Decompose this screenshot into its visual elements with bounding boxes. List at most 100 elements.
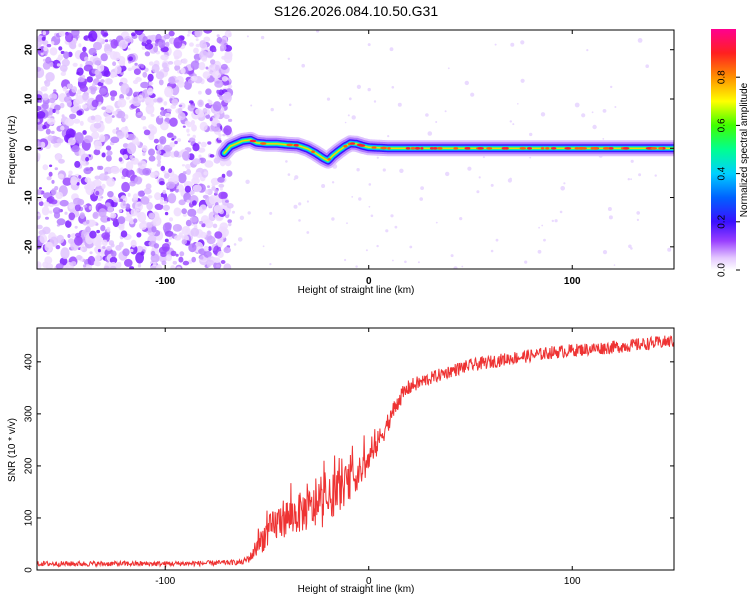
noise-blob xyxy=(80,247,84,251)
noise-blob xyxy=(212,223,218,229)
noise-blob xyxy=(106,177,116,187)
noise-blob xyxy=(153,98,158,103)
noise-blob xyxy=(205,112,209,116)
snr-frame xyxy=(36,327,675,571)
noise-blob xyxy=(164,211,169,216)
noise-blob xyxy=(163,170,167,174)
noise-blob xyxy=(154,203,164,210)
noise-blob xyxy=(125,96,130,100)
noise-blob xyxy=(167,193,177,204)
noise-blob xyxy=(173,150,180,158)
noise-blob xyxy=(91,131,100,140)
noise-blob xyxy=(87,255,96,266)
noise-blob xyxy=(40,86,48,92)
noise-dot xyxy=(269,211,273,215)
noise-dot xyxy=(326,97,331,101)
noise-blob xyxy=(107,191,114,198)
noise-blob xyxy=(95,254,101,262)
noise-blob xyxy=(51,41,55,45)
noise-blob xyxy=(56,110,60,115)
ridge-peak xyxy=(623,147,630,150)
noise-blob xyxy=(38,201,44,207)
noise-blob xyxy=(68,170,73,176)
noise-blob xyxy=(147,87,154,96)
noise-blob xyxy=(163,101,168,106)
noise-blob xyxy=(187,259,193,264)
noise-blob xyxy=(129,180,136,187)
noise-blob xyxy=(159,136,167,145)
noise-dot xyxy=(614,106,617,108)
noise-dot xyxy=(247,211,251,215)
noise-dot xyxy=(294,175,299,180)
noise-blob xyxy=(97,248,101,253)
noise-blob xyxy=(93,41,102,51)
noise-blob xyxy=(104,105,114,113)
noise-blob xyxy=(187,30,192,34)
noise-blob xyxy=(42,164,49,171)
noise-blob xyxy=(154,192,162,201)
noise-blob xyxy=(88,85,98,92)
noise-dot xyxy=(520,40,525,45)
noise-blob xyxy=(98,173,108,181)
snr-axes: -100 0 100 0 100 200 300 400 xyxy=(24,328,674,587)
noise-dot xyxy=(554,219,558,223)
noise-blob xyxy=(60,247,70,260)
noise-dot xyxy=(490,249,494,253)
noise-blob xyxy=(86,76,94,83)
noise-blob xyxy=(127,47,131,51)
noise-dot xyxy=(347,114,350,117)
noise-blobs xyxy=(37,30,672,269)
noise-blob xyxy=(161,260,167,266)
noise-dot xyxy=(613,264,616,266)
noise-blob xyxy=(70,176,78,186)
noise-blob xyxy=(68,212,76,221)
noise-blob xyxy=(202,107,208,114)
noise-blob xyxy=(112,111,118,115)
noise-blob xyxy=(45,128,51,135)
noise-dot xyxy=(541,224,544,227)
noise-blob xyxy=(200,141,207,148)
noise-blob xyxy=(164,86,174,98)
noise-blob xyxy=(199,231,207,239)
noise-blob xyxy=(127,67,132,72)
noise-blob xyxy=(48,210,53,214)
noise-blob xyxy=(110,95,115,101)
noise-dot xyxy=(464,80,469,86)
noise-blob xyxy=(205,66,209,70)
noise-blob xyxy=(224,246,228,251)
noise-blob xyxy=(48,196,55,203)
noise-blob xyxy=(67,137,76,146)
noise-blob xyxy=(146,222,153,228)
noise-blob xyxy=(110,136,120,144)
noise-blob xyxy=(143,129,151,136)
noise-dot xyxy=(495,238,499,242)
noise-dot xyxy=(397,102,402,107)
y-tick-label: 200 xyxy=(24,457,35,474)
noise-blob xyxy=(163,201,168,205)
noise-blob xyxy=(199,220,203,225)
noise-blob xyxy=(118,39,128,50)
noise-blob xyxy=(203,36,211,42)
noise-blob xyxy=(44,242,53,252)
ridge-peak xyxy=(249,139,257,143)
noise-blob xyxy=(130,244,138,255)
noise-dot xyxy=(524,260,528,264)
noise-blob xyxy=(46,117,56,126)
noise-blob xyxy=(37,125,42,130)
snr-xlabel: Height of straight line (km) xyxy=(298,584,415,595)
ridge-peak xyxy=(486,147,493,150)
noise-blob xyxy=(198,206,203,210)
frequency-ridge xyxy=(216,131,674,169)
ridge-peak xyxy=(645,147,653,150)
noise-blob xyxy=(212,101,222,112)
noise-blob xyxy=(202,219,209,224)
noise-dot xyxy=(602,138,605,140)
noise-blob xyxy=(150,250,156,257)
ridge-peak xyxy=(453,147,459,150)
ridge-peak xyxy=(581,147,587,150)
noise-blob xyxy=(37,44,42,49)
noise-blob xyxy=(37,118,40,123)
noise-dot xyxy=(288,103,292,107)
ridge-peak xyxy=(605,147,610,150)
noise-dot xyxy=(344,121,347,124)
